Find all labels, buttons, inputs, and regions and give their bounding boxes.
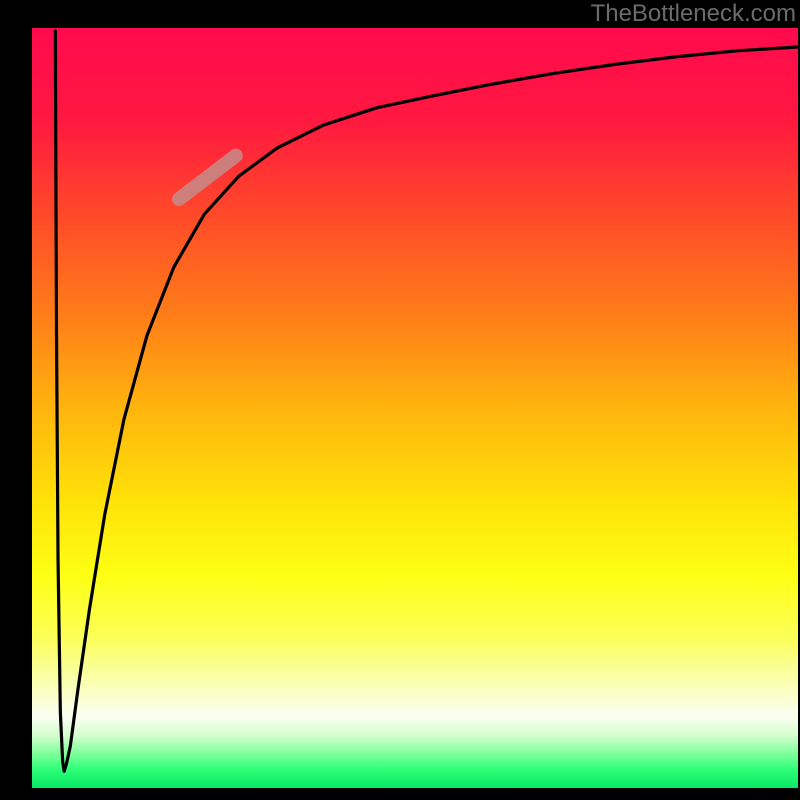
plot-area <box>32 28 798 788</box>
plot-svg <box>32 28 798 788</box>
gradient-fill <box>32 28 798 788</box>
bottleneck-chart: TheBottleneck.com <box>0 0 800 800</box>
watermark-text: TheBottleneck.com <box>591 0 796 28</box>
